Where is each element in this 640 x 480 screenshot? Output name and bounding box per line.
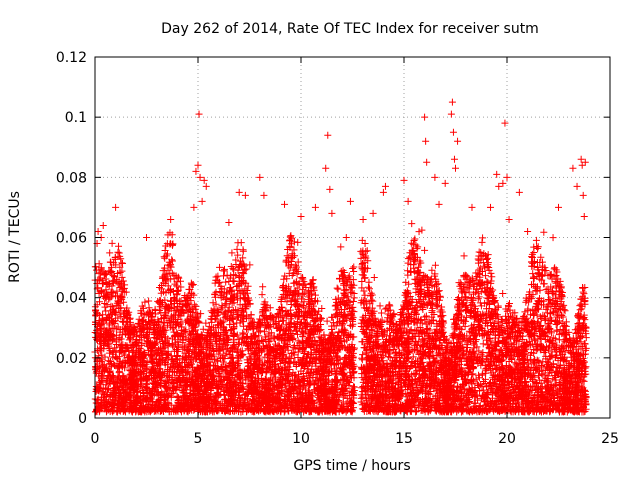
data-point (239, 247, 247, 255)
data-point (202, 319, 210, 327)
data-point (579, 288, 587, 296)
data-point (138, 382, 146, 390)
chart-title: Day 262 of 2014, Rate Of TEC Index for r… (161, 21, 539, 37)
data-point (299, 273, 307, 281)
scatter-points (91, 98, 590, 416)
data-point (450, 315, 458, 323)
data-point (479, 234, 487, 242)
data-point (408, 220, 416, 228)
data-point (377, 309, 385, 317)
data-point (479, 340, 487, 348)
data-point (478, 382, 486, 390)
data-point (145, 297, 153, 305)
data-point (280, 275, 288, 283)
data-point (233, 245, 241, 253)
data-point (368, 291, 376, 299)
data-point (460, 252, 468, 260)
data-point (559, 313, 567, 321)
data-point (95, 260, 103, 268)
data-point (423, 325, 431, 333)
data-point (145, 304, 153, 312)
data-point (361, 291, 369, 299)
data-point (422, 312, 430, 320)
data-point (530, 249, 538, 257)
data-point (246, 261, 254, 269)
data-point (488, 273, 496, 281)
data-point (540, 228, 548, 236)
data-point (419, 336, 427, 344)
data-point (108, 239, 116, 247)
data-point (478, 238, 486, 246)
data-point (376, 302, 384, 310)
data-point (172, 282, 180, 290)
data-point (532, 236, 540, 244)
